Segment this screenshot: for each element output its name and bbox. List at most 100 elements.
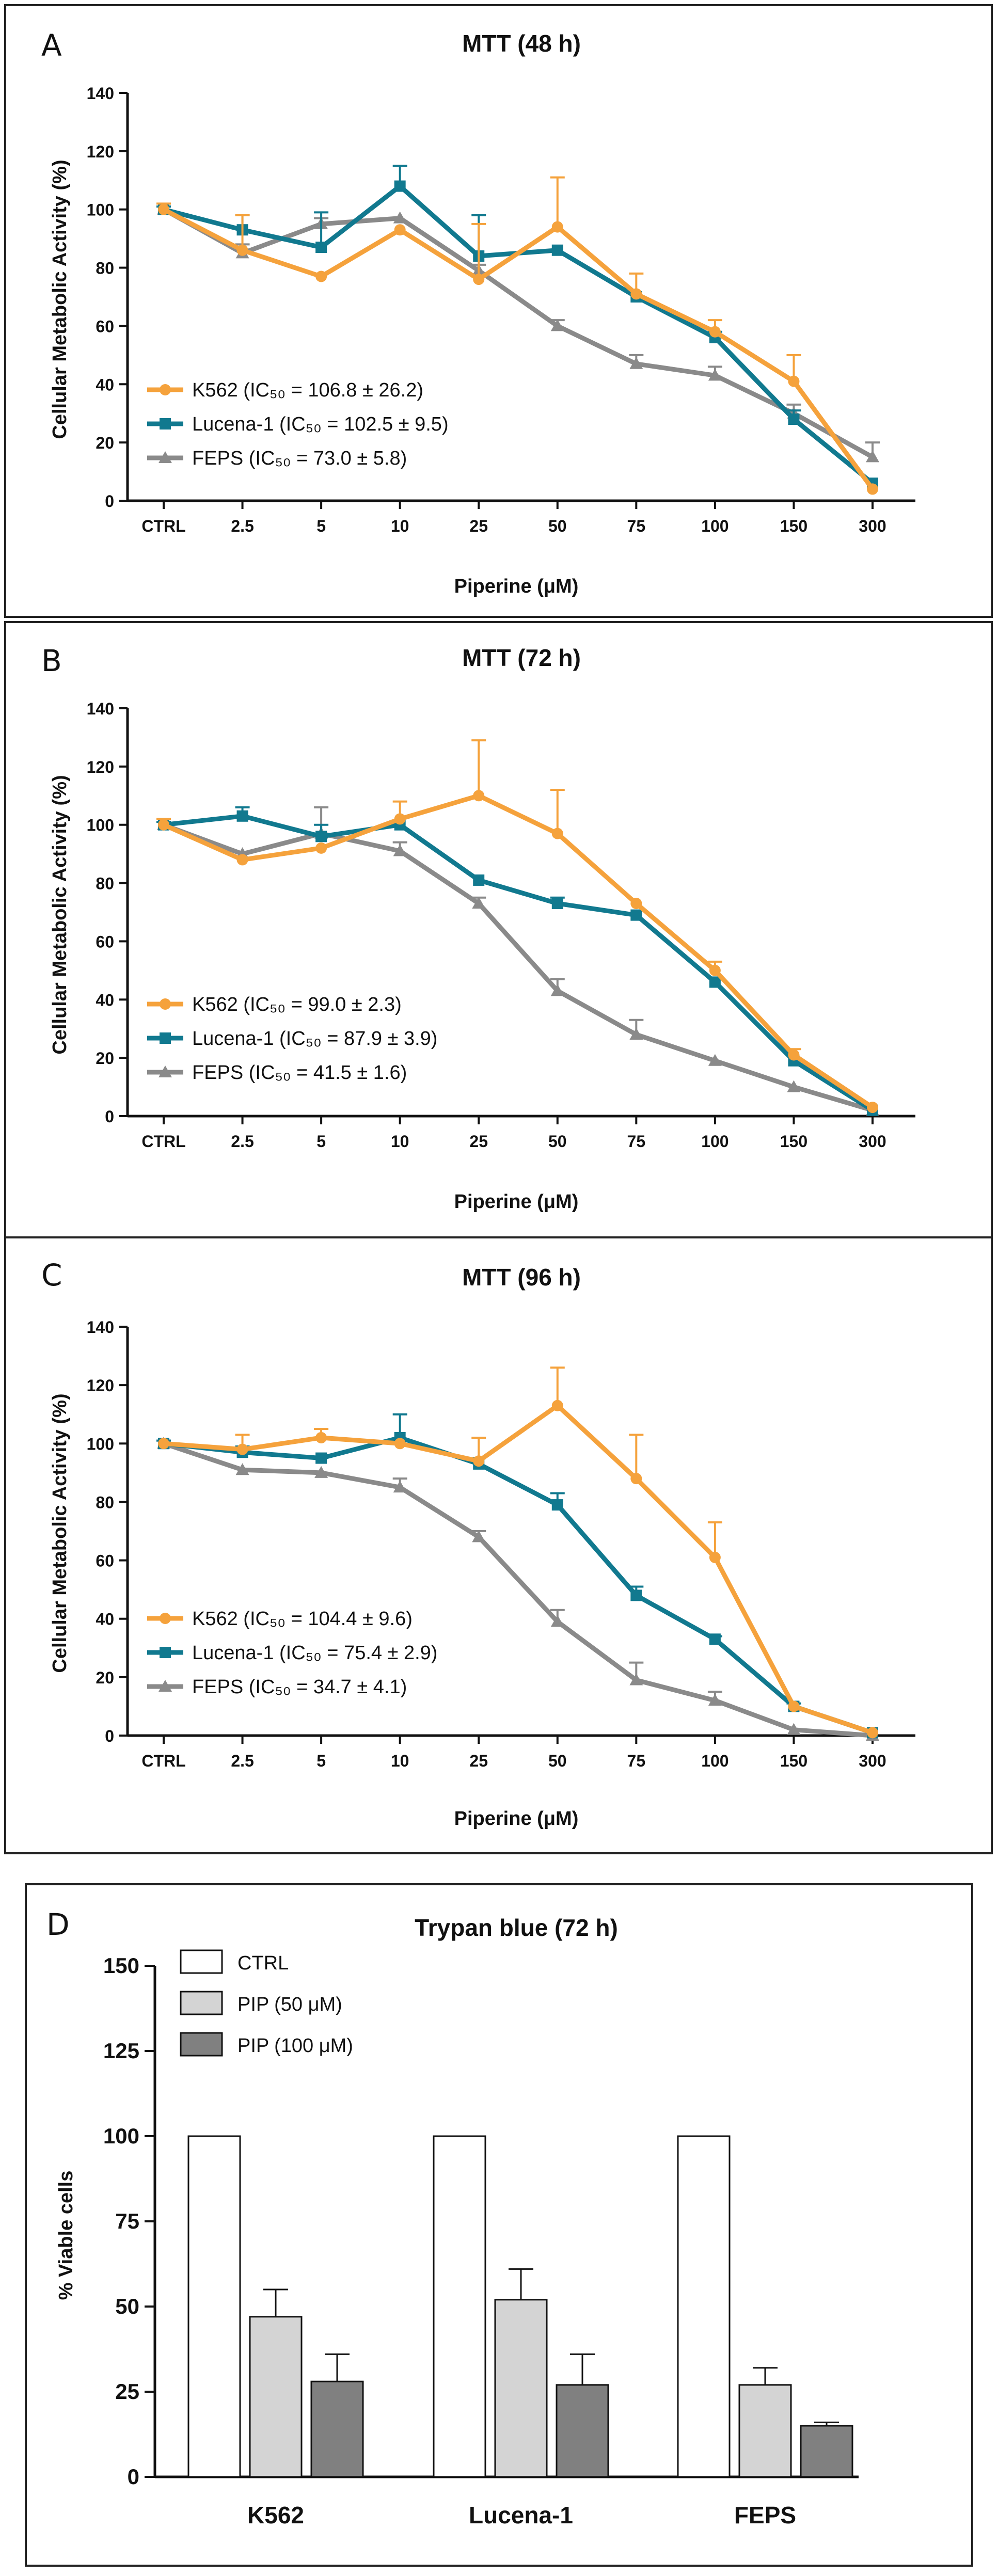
panel-d: D Trypan blue (72 h) 0 25 50 75 100 125 150 % Via… <box>25 1883 973 2567</box>
data-point <box>551 1499 563 1511</box>
data-point <box>158 819 169 831</box>
y-tick-label: 0 <box>105 1107 114 1126</box>
legend-item: K562 (IC₅₀ = 106.8 ± 26.2) <box>147 379 423 401</box>
panel-a: A MTT (48 h) 0 20 40 60 80 100 120 140 CTRL 2.5 5 10 2… <box>4 4 993 618</box>
data-point <box>394 224 406 236</box>
y-tick-label: 120 <box>87 1376 114 1395</box>
legend-label: PIP (100 μM) <box>237 2035 353 2057</box>
panel-letter: D <box>46 1907 70 1942</box>
x-tick-label: 25 <box>469 1752 488 1770</box>
data-point <box>630 288 642 300</box>
data-point <box>315 1452 327 1464</box>
y-tick-label: 50 <box>115 2294 139 2318</box>
data-point <box>393 211 407 224</box>
x-tick-label: 300 <box>859 1752 886 1770</box>
legend-item: Lucena-1 (IC₅₀ = 75.4 ± 2.9) <box>147 1642 437 1664</box>
y-tick-label: 60 <box>96 317 114 336</box>
x-tick-label: 150 <box>780 517 807 535</box>
data-point <box>473 874 485 886</box>
legend-item: PIP (50 μM) <box>180 1991 342 2015</box>
bar-pip-100-m- <box>310 2380 364 2478</box>
bar-ctrl <box>677 2135 731 2478</box>
x-tick-label: 50 <box>548 1752 567 1770</box>
bar-ctrl <box>433 2135 486 2478</box>
series-k562 <box>156 739 878 1114</box>
y-tick-label: 25 <box>115 2379 139 2404</box>
legend-swatch <box>180 1991 223 2015</box>
data-point <box>315 842 327 854</box>
data-point <box>787 1723 801 1735</box>
legend-item: Lucena-1 (IC₅₀ = 87.9 ± 3.9) <box>147 1028 437 1050</box>
data-point <box>393 844 407 856</box>
legend-label: PIP (50 μM) <box>237 1994 342 2015</box>
y-tick-label: 125 <box>103 2039 139 2063</box>
data-point <box>315 831 327 842</box>
series-k562 <box>158 1366 878 1739</box>
y-tick-label: 100 <box>87 816 114 835</box>
x-tick-label: 2.5 <box>231 1752 254 1770</box>
series-line <box>163 1403 874 1735</box>
legend-swatch <box>180 2032 223 2057</box>
chart-title: MTT (96 h) <box>462 1264 581 1291</box>
legend-item: K562 (IC₅₀ = 104.4 ± 9.6) <box>147 1608 413 1630</box>
y-tick-label: 140 <box>87 84 114 103</box>
data-point <box>709 1551 721 1563</box>
x-tick-label: 2.5 <box>231 517 254 535</box>
legend-label: K562 (IC₅₀ = 106.8 ± 26.2) <box>192 379 423 401</box>
panel-frame <box>4 1236 993 1854</box>
x-tick-label: CTRL <box>141 1752 185 1770</box>
panel-frame <box>4 4 993 618</box>
data-point <box>315 242 327 253</box>
data-point <box>236 1443 248 1455</box>
legend-marker <box>160 998 171 1010</box>
data-point <box>629 1673 643 1685</box>
x-tick-label: 300 <box>859 517 886 535</box>
data-point <box>394 1438 406 1450</box>
x-tick-label: 300 <box>859 1132 886 1151</box>
data-point <box>393 1481 407 1493</box>
y-tick-label: 40 <box>96 1610 114 1629</box>
legend-marker <box>159 451 172 463</box>
x-tick-label: 10 <box>391 1132 409 1151</box>
y-tick-label: 20 <box>96 1049 114 1068</box>
data-point <box>472 897 486 909</box>
data-point <box>630 1589 642 1601</box>
data-point <box>315 271 327 282</box>
y-axis-label: % Viable cells <box>55 2171 77 2300</box>
y-tick-label: 0 <box>105 1727 114 1745</box>
x-tick-label: 100 <box>701 1752 728 1770</box>
y-tick-label: 120 <box>87 142 114 161</box>
legend-item: PIP (100 μM) <box>180 2032 353 2057</box>
bar-pip-50-m- <box>249 2316 303 2478</box>
y-tick-label: 80 <box>96 874 114 893</box>
legend-label: K562 (IC₅₀ = 104.4 ± 9.6) <box>192 1608 413 1630</box>
data-point <box>709 964 721 976</box>
legend-label: FEPS (IC₅₀ = 34.7 ± 4.1) <box>192 1676 407 1698</box>
y-axis-label: Cellular Metabolic Activity (%) <box>49 1393 71 1673</box>
y-tick-label: 75 <box>115 2209 139 2233</box>
y-axis-label: Cellular Metabolic Activity (%) <box>49 160 71 439</box>
series-line <box>163 1435 874 1735</box>
bar-ctrl <box>187 2135 241 2478</box>
x-tick-label: CTRL <box>141 1132 185 1151</box>
y-tick-label: 0 <box>128 2464 139 2489</box>
legend-label: K562 (IC₅₀ = 99.0 ± 2.3) <box>192 994 402 1015</box>
bar-pip-100-m- <box>800 2425 853 2478</box>
x-tick-label: 50 <box>548 517 567 535</box>
y-tick-label: 100 <box>103 2124 139 2148</box>
legend-swatch <box>180 1949 223 1974</box>
legend-label: FEPS (IC₅₀ = 73.0 ± 5.8) <box>192 448 407 469</box>
x-tick-label: 75 <box>627 1132 646 1151</box>
data-point <box>158 203 169 215</box>
data-point <box>236 810 248 822</box>
bar-pip-100-m- <box>556 2384 609 2478</box>
data-point <box>473 790 485 802</box>
panel-letter: B <box>41 643 62 678</box>
data-point <box>867 1102 878 1114</box>
data-point <box>550 1615 564 1627</box>
x-category-label: Lucena-1 <box>469 2502 573 2529</box>
data-point <box>473 1455 485 1467</box>
data-point <box>867 1727 878 1739</box>
legend-item: CTRL <box>180 1949 289 1974</box>
series-line <box>163 822 874 1113</box>
